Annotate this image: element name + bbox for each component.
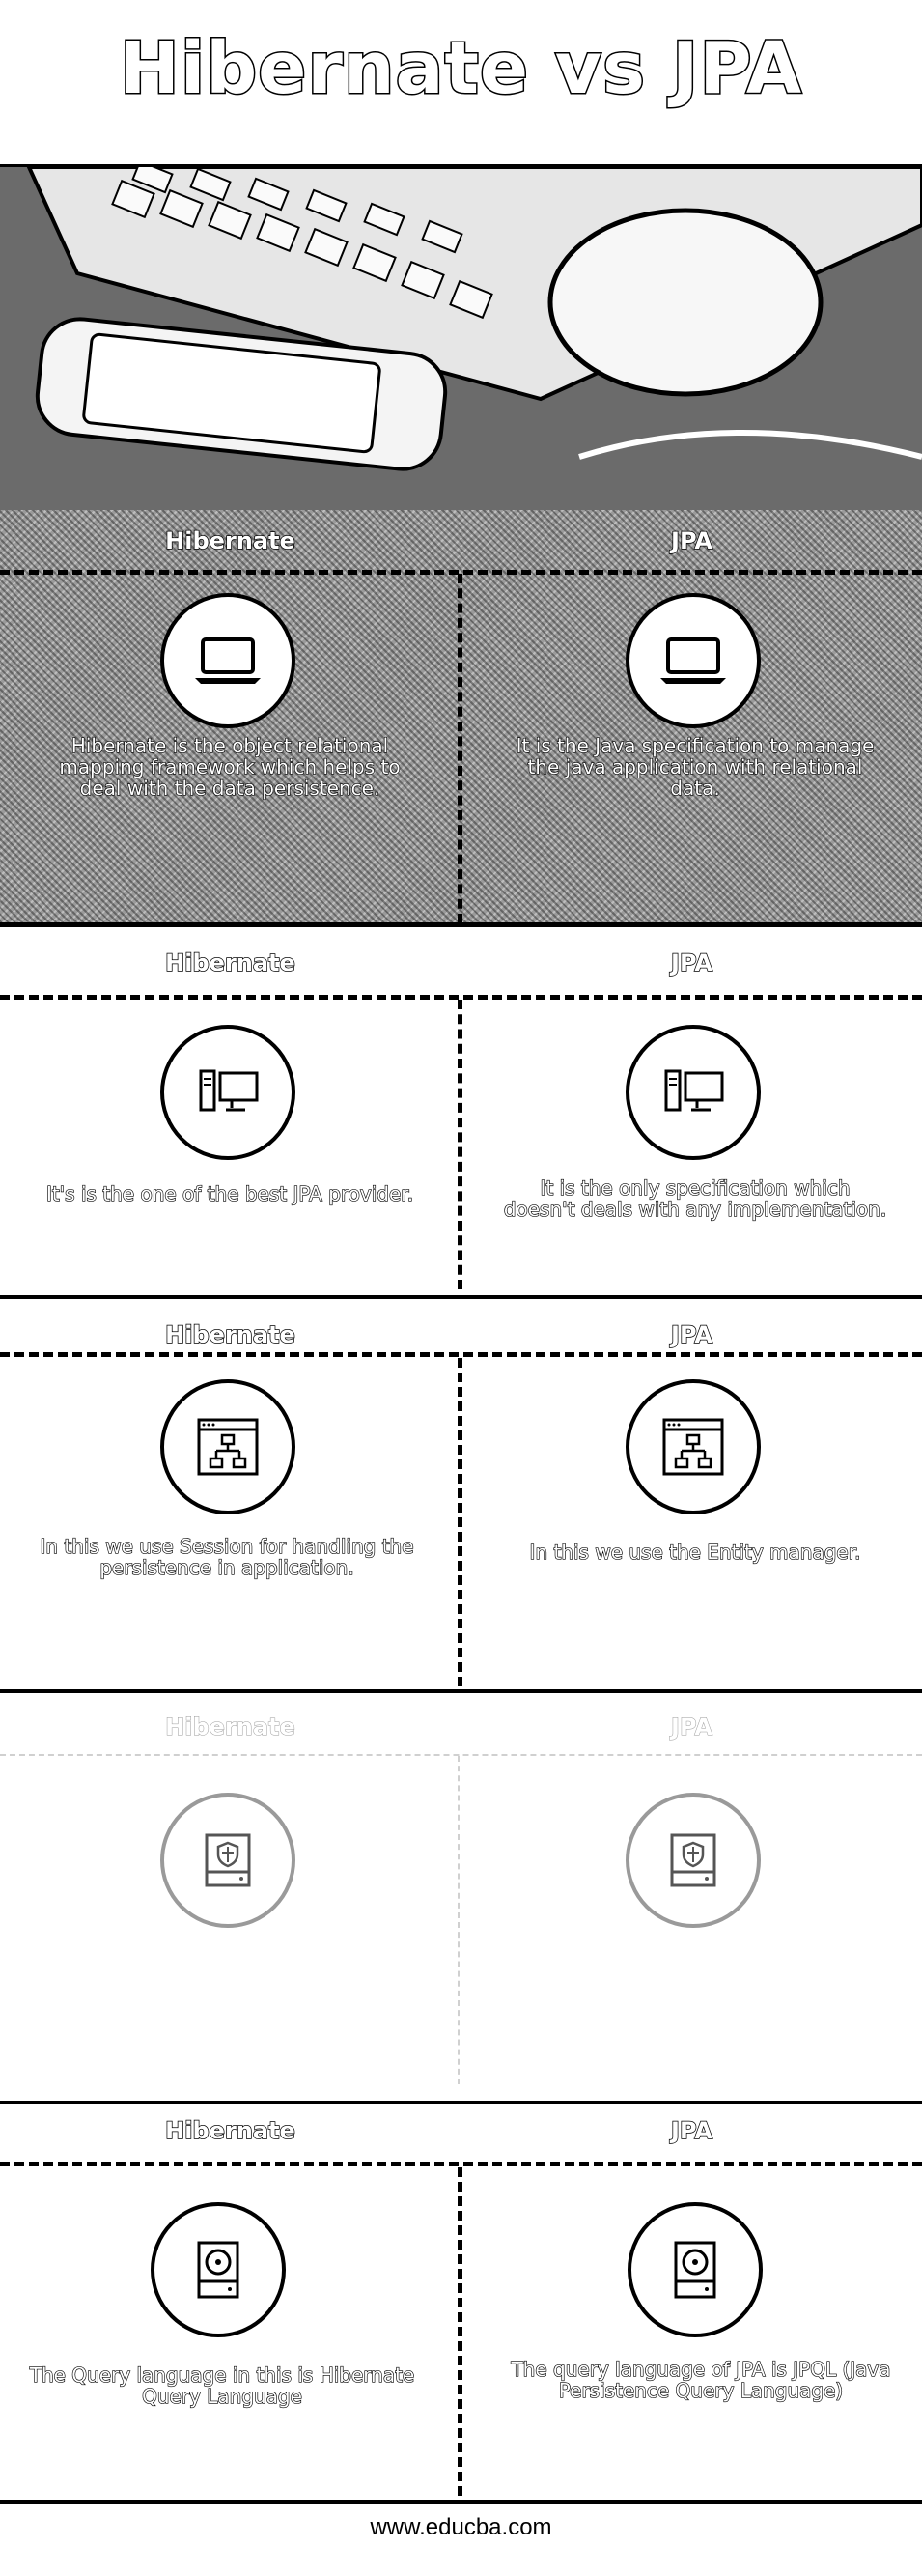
hibernate-heading: Hibernate (164, 948, 295, 977)
secure-storage-icon (160, 1793, 295, 1928)
divider-horizontal (0, 1754, 922, 1756)
desktop-computer-icon (626, 1025, 761, 1160)
jpa-heading: JPA (671, 1713, 713, 1741)
comparison-section-5: Hibernate JPA The Query language in this… (0, 2106, 922, 2504)
jpa-heading: JPA (670, 526, 712, 555)
jpa-description: The query language of JPA is JPQL (Java … (511, 2358, 891, 2402)
hard-disk-icon (628, 2202, 763, 2337)
comparison-section-4: Hibernate JPA (0, 1698, 922, 2104)
divider-vertical (458, 1000, 462, 1289)
hibernate-heading: Hibernate (164, 2116, 295, 2145)
hero-image (0, 164, 922, 513)
divider-vertical (458, 1358, 462, 1686)
hibernate-heading: Hibernate (164, 1320, 295, 1349)
comparison-section-2: Hibernate JPA It's is the one of the bes… (0, 932, 922, 1299)
hibernate-description: The Query language in this is Hibernate … (29, 2364, 415, 2408)
divider-horizontal (0, 570, 922, 575)
page-title: Hibernate vs JPA (118, 26, 803, 112)
keyboard-phone-mouse-photo (0, 167, 922, 510)
jpa-heading: JPA (670, 2116, 712, 2145)
jpa-heading: JPA (670, 948, 712, 977)
jpa-description: It is the Java specification to manage t… (516, 734, 875, 800)
jpa-description: In this we use the Entity manager. (529, 1541, 861, 1564)
hard-disk-icon (151, 2202, 286, 2337)
comparison-section-1: Hibernate JPA Hibernate is the object re… (0, 510, 922, 927)
jpa-description: It is the only specification which doesn… (503, 1176, 887, 1221)
comparison-section-3: Hibernate JPA In this we use Session for… (0, 1304, 922, 1693)
hibernate-heading: Hibernate (165, 1713, 296, 1741)
hibernate-description: In this we use Session for handling the … (40, 1535, 414, 1579)
divider-horizontal (0, 1352, 922, 1357)
divider-vertical (458, 574, 462, 923)
browser-sitemap-icon (160, 1379, 295, 1514)
divider-vertical (458, 1756, 460, 2084)
browser-sitemap-icon (626, 1379, 761, 1514)
hibernate-description: Hibernate is the object relational mappi… (59, 734, 401, 800)
divider-horizontal (0, 2162, 922, 2166)
secure-storage-icon (626, 1793, 761, 1928)
footer-website[interactable]: www.educba.com (370, 2514, 552, 2540)
divider-horizontal (0, 995, 922, 1000)
hibernate-heading: Hibernate (164, 526, 295, 555)
laptop-icon (626, 593, 761, 728)
laptop-icon (160, 593, 295, 728)
jpa-heading: JPA (670, 1320, 712, 1349)
hibernate-description: It's is the one of the best JPA provider… (45, 1182, 414, 1205)
divider-vertical (458, 2167, 462, 2496)
desktop-computer-icon (160, 1025, 295, 1160)
